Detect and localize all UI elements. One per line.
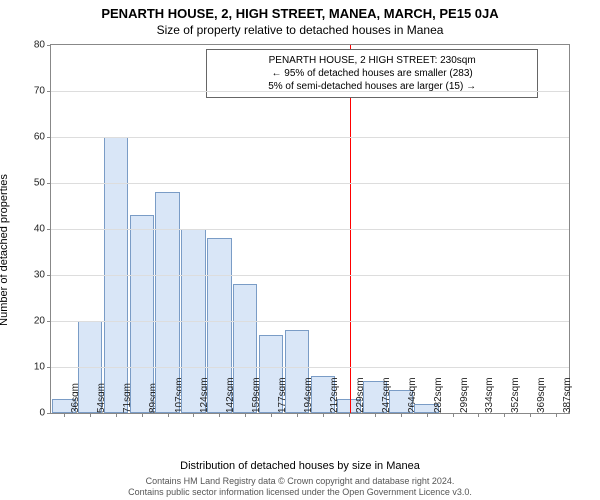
x-tick-mark	[530, 413, 531, 417]
x-tick-mark	[116, 413, 117, 417]
y-tick-mark	[47, 413, 51, 414]
chart-plot-area: 36sqm54sqm71sqm89sqm107sqm124sqm142sqm15…	[50, 44, 570, 414]
y-tick-mark	[47, 321, 51, 322]
x-tick-mark	[349, 413, 350, 417]
x-tick-mark	[219, 413, 220, 417]
footer-attribution: Contains HM Land Registry data © Crown c…	[0, 476, 600, 499]
x-tick-mark	[401, 413, 402, 417]
footer-line: Contains public sector information licen…	[0, 487, 600, 498]
y-axis-label: Number of detached properties	[0, 98, 10, 250]
x-tick-label: 387sqm	[558, 377, 573, 413]
y-tick-mark	[47, 229, 51, 230]
gridline	[51, 321, 569, 322]
x-tick-mark	[245, 413, 246, 417]
x-tick-mark	[556, 413, 557, 417]
x-tick-mark	[271, 413, 272, 417]
gridline	[51, 91, 569, 92]
page-title: PENARTH HOUSE, 2, HIGH STREET, MANEA, MA…	[0, 0, 600, 21]
callout-line: ← 95% of detached houses are smaller (28…	[213, 67, 531, 80]
gridline	[51, 137, 569, 138]
x-axis-label: Distribution of detached houses by size …	[0, 460, 600, 472]
x-tick-mark	[478, 413, 479, 417]
callout-line: PENARTH HOUSE, 2 HIGH STREET: 230sqm	[213, 54, 531, 67]
gridline	[51, 183, 569, 184]
y-tick-mark	[47, 183, 51, 184]
y-tick-mark	[47, 45, 51, 46]
footer-line: Contains HM Land Registry data © Crown c…	[0, 476, 600, 487]
y-tick-mark	[47, 367, 51, 368]
x-tick-mark	[142, 413, 143, 417]
x-tick-mark	[504, 413, 505, 417]
y-tick-mark	[47, 137, 51, 138]
x-tick-mark	[323, 413, 324, 417]
page-subtitle: Size of property relative to detached ho…	[0, 21, 600, 37]
y-tick-mark	[47, 91, 51, 92]
gridline	[51, 229, 569, 230]
y-tick-mark	[47, 275, 51, 276]
x-tick-mark	[90, 413, 91, 417]
gridline	[51, 367, 569, 368]
x-tick-mark	[193, 413, 194, 417]
x-tick-mark	[297, 413, 298, 417]
gridline	[51, 275, 569, 276]
x-tick-mark	[64, 413, 65, 417]
x-tick-mark	[168, 413, 169, 417]
x-tick-mark	[375, 413, 376, 417]
x-tick-mark	[427, 413, 428, 417]
x-tick-mark	[453, 413, 454, 417]
